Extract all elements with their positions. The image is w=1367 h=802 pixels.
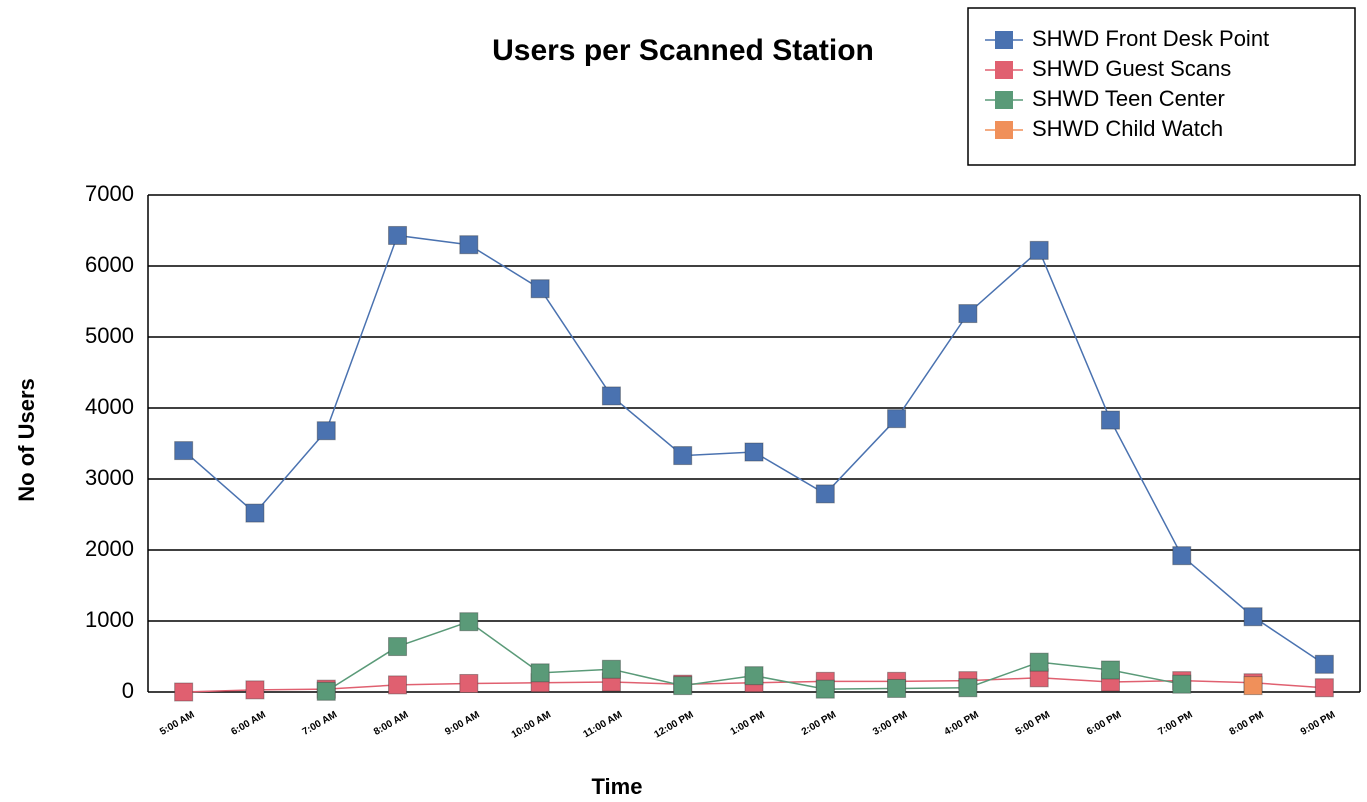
legend-label: SHWD Child Watch: [1032, 116, 1223, 141]
x-tick-label: 8:00 PM: [1228, 709, 1266, 737]
x-tick-label: 6:00 AM: [229, 709, 267, 738]
data-point: [601, 386, 621, 406]
y-tick-label: 4000: [85, 394, 134, 419]
data-point: [388, 225, 408, 245]
x-axis-label: Time: [592, 774, 643, 799]
data-point: [1243, 676, 1263, 696]
data-point: [1172, 546, 1192, 566]
y-tick-label: 7000: [85, 181, 134, 206]
legend-swatch: [995, 31, 1013, 49]
y-tick-label: 5000: [85, 323, 134, 348]
data-point: [1243, 607, 1263, 627]
x-tick-label: 5:00 AM: [158, 709, 196, 738]
x-tick-label: 7:00 AM: [301, 709, 339, 738]
data-point: [245, 680, 265, 700]
y-tick-label: 3000: [85, 465, 134, 490]
y-tick-label: 2000: [85, 536, 134, 561]
data-point: [530, 663, 550, 683]
legend-swatch: [995, 91, 1013, 109]
y-axis-label: No of Users: [14, 378, 39, 501]
x-tick-label: 3:00 PM: [871, 709, 909, 737]
x-tick-label: 2:00 PM: [800, 709, 838, 737]
x-tick-label: 4:00 PM: [942, 709, 980, 737]
data-point: [601, 659, 621, 679]
data-point: [1172, 674, 1192, 694]
legend-label: SHWD Front Desk Point: [1032, 26, 1269, 51]
data-point: [388, 675, 408, 695]
data-point: [1314, 678, 1334, 698]
data-point: [459, 235, 479, 255]
data-point: [815, 679, 835, 699]
data-point: [958, 304, 978, 324]
x-tick-label: 6:00 PM: [1085, 709, 1123, 737]
data-point: [673, 676, 693, 696]
data-point: [815, 484, 835, 504]
data-point: [1029, 240, 1049, 260]
data-point: [887, 409, 907, 429]
data-point: [958, 678, 978, 698]
y-tick-label: 6000: [85, 252, 134, 277]
data-point: [245, 503, 265, 523]
x-tick-label: 9:00 PM: [1299, 709, 1337, 737]
x-tick-label: 10:00 AM: [510, 709, 553, 740]
data-point: [459, 673, 479, 693]
x-tick-label: 1:00 PM: [729, 709, 767, 737]
x-tick-label: 5:00 PM: [1014, 709, 1052, 737]
x-tick-label: 11:00 AM: [582, 709, 625, 740]
data-point: [316, 421, 336, 441]
x-tick-label: 9:00 AM: [443, 709, 481, 738]
data-point: [316, 681, 336, 701]
data-point: [673, 446, 693, 466]
y-tick-label: 0: [122, 678, 134, 703]
data-point: [388, 637, 408, 657]
data-point: [744, 666, 764, 686]
legend-box: [967, 7, 1356, 166]
chart-title: Users per Scanned Station: [492, 34, 874, 67]
y-tick-label: 1000: [85, 607, 134, 632]
data-point: [1314, 654, 1334, 674]
legend-swatch: [995, 61, 1013, 79]
data-point: [459, 612, 479, 632]
data-point: [1100, 660, 1120, 680]
data-point: [174, 441, 194, 461]
data-point: [1029, 652, 1049, 672]
legend-label: SHWD Guest Scans: [1032, 56, 1231, 81]
x-tick-label: 8:00 AM: [372, 709, 410, 738]
legend-swatch: [995, 121, 1013, 139]
legend-label: SHWD Teen Center: [1032, 86, 1225, 111]
data-point: [174, 682, 194, 702]
data-point: [744, 442, 764, 462]
x-tick-label: 7:00 PM: [1156, 709, 1194, 737]
data-point: [530, 279, 550, 299]
data-point: [887, 678, 907, 698]
data-point: [1100, 410, 1120, 430]
x-tick-label: 12:00 PM: [652, 709, 695, 740]
